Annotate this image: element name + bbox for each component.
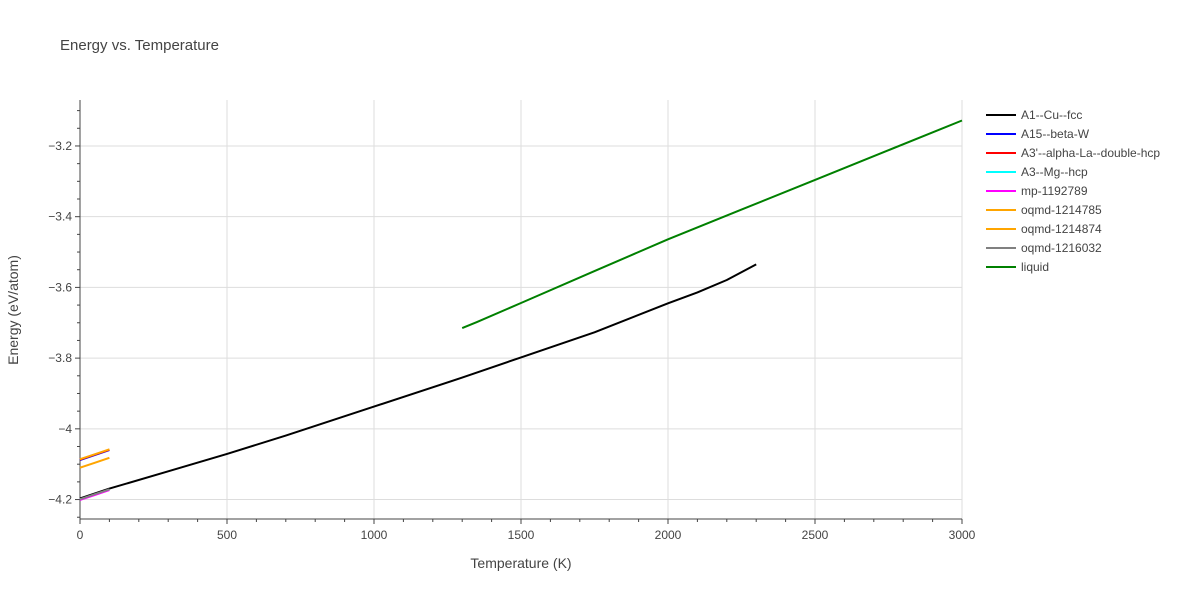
- legend-item[interactable]: A3--Mg--hcp: [986, 165, 1088, 179]
- x-tick-label: 2000: [655, 528, 682, 542]
- legend-item[interactable]: oqmd-1214874: [986, 222, 1102, 236]
- legend-label: liquid: [1021, 260, 1049, 274]
- legend-label: A3'--alpha-La--double-hcp: [1021, 146, 1160, 160]
- legend-label: A3--Mg--hcp: [1021, 165, 1088, 179]
- legend-item[interactable]: liquid: [986, 260, 1049, 274]
- legend-label: oqmd-1216032: [1021, 241, 1102, 255]
- x-axis-title: Temperature (K): [470, 555, 571, 571]
- y-tick-label: −3.8: [48, 351, 72, 365]
- legend-label: A15--beta-W: [1021, 127, 1090, 141]
- y-tick-label: −3.2: [48, 139, 72, 153]
- grid: [80, 100, 963, 519]
- y-tick-label: −4.2: [48, 493, 72, 507]
- legend-item[interactable]: A3'--alpha-La--double-hcp: [986, 146, 1160, 160]
- y-tick-label: −4: [58, 422, 72, 436]
- legend-item[interactable]: oqmd-1216032: [986, 241, 1102, 255]
- series-line-oqmd-1214785: [79, 456, 110, 469]
- legend-label: oqmd-1214874: [1021, 222, 1102, 236]
- series-line-liquid: [461, 119, 963, 330]
- axes: 0 500 1000 1500 2000 2500 3000 −4.2 −4 −3.8 −3.6 −3…: [48, 100, 976, 542]
- legend-item[interactable]: A1--Cu--fcc: [986, 108, 1082, 122]
- x-tick-label: 3000: [949, 528, 976, 542]
- y-tick-label: −3.6: [48, 280, 72, 294]
- legend-label: A1--Cu--fcc: [1021, 108, 1082, 122]
- legend-item[interactable]: A15--beta-W: [986, 127, 1090, 141]
- x-tick-label: 2500: [802, 528, 829, 542]
- legend[interactable]: A1--Cu--fcc A15--beta-W A3'--alpha-La--dou…: [986, 108, 1160, 274]
- series-lines: [79, 119, 963, 501]
- series-line-oqmd-1216032: [79, 488, 110, 501]
- series-line-oqmd-1214874: [79, 448, 110, 461]
- legend-label: mp-1192789: [1021, 184, 1088, 198]
- x-tick-label: 0: [77, 528, 84, 542]
- legend-item[interactable]: mp-1192789: [986, 184, 1088, 198]
- series-line-a1-cu-fcc: [79, 263, 757, 500]
- x-tick-label: 1500: [508, 528, 535, 542]
- x-tick-label: 500: [217, 528, 237, 542]
- y-tick-label: −3.4: [48, 210, 72, 224]
- y-axis-title: Energy (eV/atom): [5, 255, 21, 365]
- x-tick-label: 1000: [361, 528, 388, 542]
- legend-item[interactable]: oqmd-1214785: [986, 203, 1102, 217]
- legend-label: oqmd-1214785: [1021, 203, 1102, 217]
- chart-title: Energy vs. Temperature: [60, 37, 219, 54]
